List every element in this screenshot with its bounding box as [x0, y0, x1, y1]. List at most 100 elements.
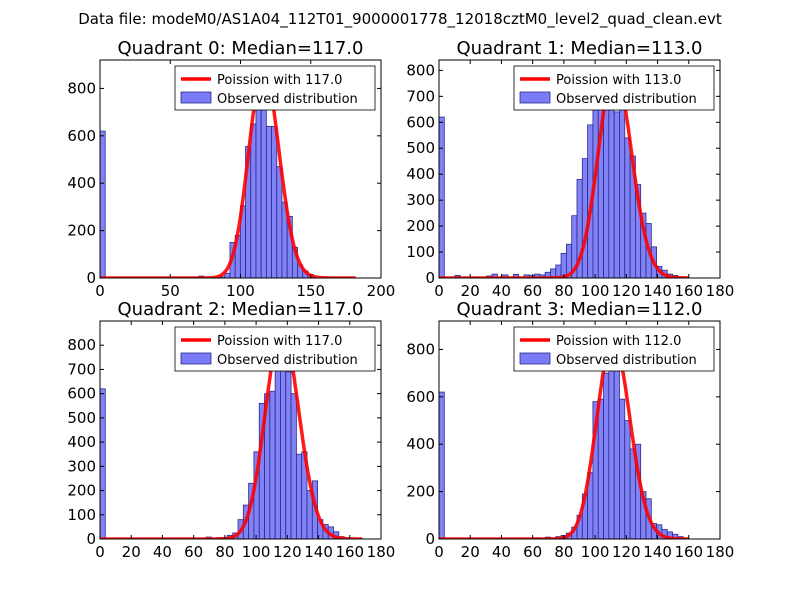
histogram-bar — [619, 398, 626, 539]
x-tick-label: 20 — [122, 543, 141, 561]
y-tick-label: 300 — [406, 191, 435, 209]
histogram-bar — [613, 111, 620, 278]
histogram-bar — [603, 372, 610, 539]
x-tick-label: 100 — [242, 543, 271, 561]
legend-line-label: Poission with 113.0 — [556, 73, 681, 88]
x-tick-label: 180 — [706, 543, 735, 561]
panel-title: Quadrant 3: Median=112.0 — [457, 299, 703, 320]
y-tick-label: 800 — [406, 61, 435, 79]
legend: Poission with 117.0 Observed distribution — [174, 326, 376, 372]
axes-frame — [99, 320, 382, 540]
x-tick-label: 120 — [273, 543, 302, 561]
y-tick-label: 800 — [67, 336, 96, 354]
histogram-bar — [624, 420, 631, 539]
y-tick-label: 200 — [406, 217, 435, 235]
y-tick-label: 100 — [406, 243, 435, 261]
x-tick-label: 140 — [304, 543, 333, 561]
histogram-bar — [274, 354, 281, 539]
y-tick-label: 100 — [67, 506, 96, 524]
histogram-bar — [276, 166, 283, 278]
panel-title: Quadrant 1: Median=113.0 — [457, 38, 703, 59]
legend: Poission with 112.0 Observed distribution — [513, 326, 715, 372]
x-tick-label: 20 — [461, 282, 480, 300]
histogram-bar — [290, 393, 297, 539]
y-tick-label: 0 — [86, 269, 96, 287]
x-tick-label: 0 — [95, 282, 105, 300]
x-tick-label: 180 — [706, 282, 735, 300]
histogram-bar — [271, 125, 278, 278]
y-tick-label: 800 — [67, 79, 96, 97]
y-tick-label: 600 — [67, 127, 96, 145]
x-tick-label: 20 — [461, 543, 480, 561]
poisson-curve — [100, 328, 364, 539]
legend-bar-swatch — [519, 352, 551, 365]
legend-bar-label: Observed distribution — [217, 92, 358, 107]
panel-0: 0 50 100 150 200 0 200 400 600 800 Quadrant 0: Med… — [67, 38, 395, 300]
histogram-bar — [619, 90, 626, 278]
y-tick-label: 400 — [406, 435, 435, 453]
figure-title: Data file: modeM0/AS1A04_112T01_90000017… — [78, 10, 722, 29]
x-tick-label: 140 — [643, 282, 672, 300]
y-tick-label: 500 — [67, 409, 96, 427]
panel-title: Quadrant 2: Median=117.0 — [118, 299, 364, 320]
x-tick-label: 140 — [643, 543, 672, 561]
x-tick-label: 40 — [492, 543, 511, 561]
histogram-bar — [255, 95, 262, 278]
x-tick-label: 0 — [434, 543, 444, 561]
histogram-bar — [224, 272, 231, 278]
x-tick-label: 60 — [523, 282, 542, 300]
legend-bar-swatch — [180, 352, 212, 365]
y-tick-label: 0 — [425, 530, 435, 548]
legend-line-label: Poission with 117.0 — [217, 73, 342, 88]
legend-bar-swatch — [180, 91, 212, 104]
histogram-bar — [285, 371, 292, 539]
y-tick-label: 0 — [86, 530, 96, 548]
y-tick-label: 200 — [67, 482, 96, 500]
legend: Poission with 113.0 Observed distribution — [513, 65, 715, 111]
x-tick-label: 160 — [674, 282, 703, 300]
legend-bar-label: Observed distribution — [556, 353, 697, 368]
y-tick-label: 400 — [67, 433, 96, 451]
histogram-bars — [100, 67, 357, 278]
x-tick-label: 0 — [434, 282, 444, 300]
histogram-bar — [581, 158, 589, 278]
x-tick-label: 40 — [492, 282, 511, 300]
histogram-bar — [629, 448, 636, 539]
y-tick-label: 600 — [406, 113, 435, 131]
histogram-bar — [512, 273, 520, 278]
histogram-bar — [491, 273, 498, 278]
histogram-bar — [597, 398, 604, 539]
x-tick-label: 40 — [153, 543, 172, 561]
histogram-bar — [295, 453, 303, 539]
histogram-bar — [100, 388, 106, 539]
histogram-bar — [265, 125, 272, 278]
x-tick-label: 60 — [523, 543, 542, 561]
y-tick-label: 800 — [406, 340, 435, 358]
y-tick-label: 500 — [406, 139, 435, 157]
panel-title: Quadrant 0: Median=117.0 — [118, 38, 364, 59]
histogram-bar — [624, 137, 631, 278]
histogram-bar — [100, 130, 106, 278]
y-tick-label: 700 — [406, 87, 435, 105]
x-tick-label: 200 — [367, 282, 396, 300]
x-tick-label: 80 — [215, 543, 234, 561]
legend: Poission with 117.0 Observed distribution — [174, 65, 376, 111]
histogram-bar — [250, 123, 257, 278]
x-tick-label: 160 — [674, 543, 703, 561]
histogram-bar — [439, 391, 445, 539]
histogram-bar — [260, 83, 267, 278]
y-tick-label: 400 — [406, 165, 435, 183]
y-tick-label: 600 — [67, 385, 96, 403]
x-tick-label: 80 — [554, 543, 573, 561]
x-tick-label: 120 — [612, 543, 641, 561]
legend-bar-swatch — [519, 91, 551, 104]
y-tick-label: 400 — [67, 174, 96, 192]
y-tick-label: 200 — [67, 222, 96, 240]
y-tick-label: 600 — [406, 388, 435, 406]
axes-frame — [438, 320, 721, 540]
panel-3: 0 20 40 60 80 100 120 140 160 180 0 200 400 600 800 Qua… — [406, 299, 734, 561]
histogram-bar — [439, 116, 445, 278]
histogram-bars — [100, 328, 364, 539]
poisson-curve — [100, 67, 357, 278]
